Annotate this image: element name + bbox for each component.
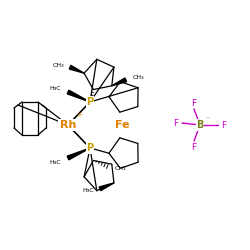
Text: H₃C: H₃C bbox=[82, 188, 94, 193]
Text: F: F bbox=[192, 142, 196, 152]
Text: CH₃: CH₃ bbox=[52, 63, 64, 68]
Text: CH₃: CH₃ bbox=[133, 75, 144, 80]
Text: Fe: Fe bbox=[115, 120, 129, 130]
Polygon shape bbox=[112, 78, 126, 86]
Text: H₃C: H₃C bbox=[49, 86, 61, 90]
Text: Rh: Rh bbox=[60, 120, 76, 130]
Polygon shape bbox=[67, 90, 90, 102]
Text: F: F bbox=[174, 118, 178, 128]
Text: +: + bbox=[76, 112, 82, 118]
Text: F: F bbox=[192, 98, 196, 108]
Polygon shape bbox=[99, 183, 114, 191]
Text: CH₃: CH₃ bbox=[114, 166, 126, 171]
Text: B: B bbox=[196, 120, 204, 130]
Text: H₃C: H₃C bbox=[49, 160, 61, 164]
Text: ⁻: ⁻ bbox=[205, 114, 209, 124]
Text: F: F bbox=[222, 120, 226, 130]
Text: P: P bbox=[86, 97, 94, 107]
Polygon shape bbox=[69, 65, 84, 73]
Text: P: P bbox=[86, 143, 94, 153]
Polygon shape bbox=[67, 148, 90, 160]
